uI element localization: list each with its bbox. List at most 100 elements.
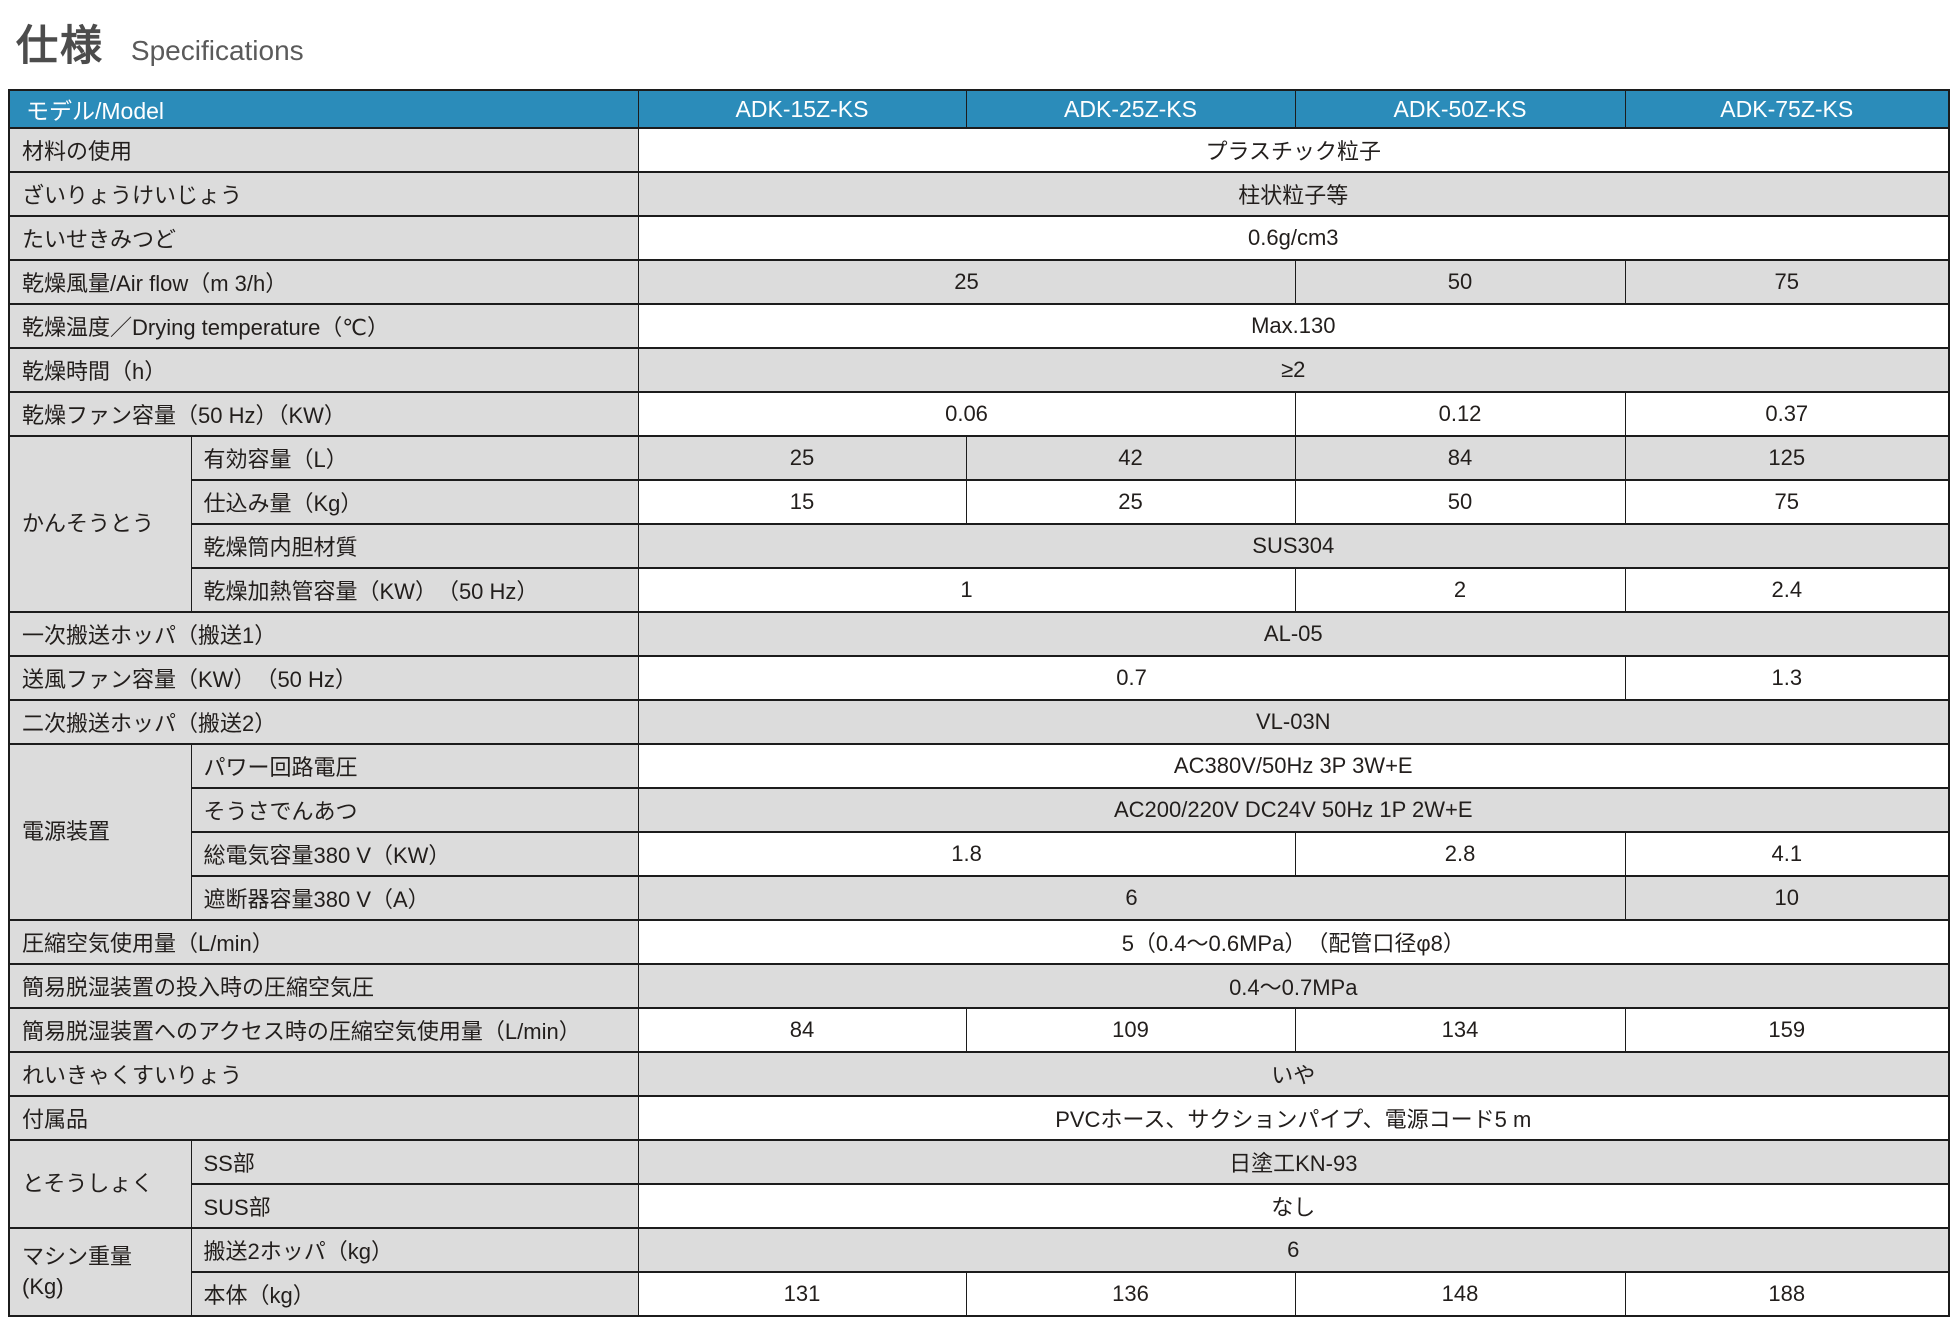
spec-value-cell: 50 bbox=[1294, 259, 1626, 305]
table-row: 乾燥温度／Drying temperature（℃） Max.130 bbox=[8, 303, 1950, 349]
row-label: 付属品 bbox=[8, 1095, 639, 1141]
table-row: 本体（kg） 131 136 148 188 bbox=[9, 1271, 1950, 1317]
table-row: SUS部 なし bbox=[9, 1183, 1950, 1229]
spec-value-cell: 84 bbox=[1294, 435, 1626, 481]
page-title-en: Specifications bbox=[130, 35, 304, 66]
row-label: そうさでんあつ bbox=[190, 787, 639, 833]
table-row: 総電気容量380 V（KW） 1.8 2.8 4.1 bbox=[9, 831, 1950, 877]
spec-value-cell: 0.06 bbox=[637, 391, 1296, 437]
spec-value-cell: 6 bbox=[637, 1227, 1950, 1273]
table-row: 送風ファン容量（KW） （50 Hz） 0.7 1.3 bbox=[8, 655, 1950, 701]
row-label: 仕込み量（Kg） bbox=[190, 479, 639, 525]
table-row: 乾燥ファン容量（50 Hz）（KW） 0.06 0.12 0.37 bbox=[8, 391, 1950, 437]
table-header-row: モデル/Model ADK-15Z-KS ADK-25Z-KS ADK-50Z-… bbox=[8, 89, 1950, 129]
table-row: 材料の使用 プラスチック粒子 bbox=[8, 127, 1950, 173]
table-row: 二次搬送ホッパ（搬送2） VL-03N bbox=[8, 699, 1950, 745]
row-label: 総電気容量380 V（KW） bbox=[190, 831, 639, 877]
table-row: 圧縮空気使用量（L/min） 5（0.4～0.6MPa） （配管口径φ8） bbox=[8, 919, 1950, 965]
row-label: 簡易脱湿装置へのアクセス時の圧縮空気使用量（L/min） bbox=[8, 1007, 639, 1053]
spec-value-cell: VL-03N bbox=[637, 699, 1950, 745]
row-label: 乾燥時間（h） bbox=[8, 347, 639, 393]
row-label: 搬送2ホッパ（kg） bbox=[190, 1227, 639, 1273]
specifications-table: モデル/Model ADK-15Z-KS ADK-25Z-KS ADK-50Z-… bbox=[8, 89, 1951, 1317]
spec-value-cell: 109 bbox=[965, 1007, 1296, 1053]
row-label: れいきゃくすいりょう bbox=[8, 1051, 639, 1097]
table-row: 乾燥風量/Air flow（m 3/h） 25 50 75 bbox=[8, 259, 1950, 305]
table-row: 一次搬送ホッパ（搬送1） AL-05 bbox=[8, 611, 1950, 657]
spec-value-cell: 25 bbox=[637, 259, 1296, 305]
spec-value-cell: ≥2 bbox=[637, 347, 1950, 393]
spec-value-cell: 159 bbox=[1624, 1007, 1950, 1053]
spec-value-cell: 148 bbox=[1294, 1271, 1626, 1317]
table-row: 乾燥筒内胆材質 SUS304 bbox=[9, 523, 1950, 569]
spec-value-cell: 75 bbox=[1624, 259, 1950, 305]
table-row: 簡易脱湿装置の投入時の圧縮空気圧 0.4～0.7MPa bbox=[8, 963, 1950, 1009]
row-label: 乾燥加熱管容量（KW） （50 Hz） bbox=[190, 567, 639, 613]
table-row: ざいりょうけいじょう 柱状粒子等 bbox=[8, 171, 1950, 217]
row-label: 乾燥筒内胆材質 bbox=[190, 523, 639, 569]
spec-value-cell: 10 bbox=[1624, 875, 1950, 921]
header-model-adk-25z-ks: ADK-25Z-KS bbox=[965, 89, 1296, 129]
group-label: かんそうとう bbox=[8, 435, 192, 613]
spec-value-cell: 25 bbox=[637, 435, 967, 481]
spec-value-cell: AL-05 bbox=[637, 611, 1950, 657]
row-label: SS部 bbox=[190, 1139, 639, 1185]
spec-value-cell: 1.8 bbox=[637, 831, 1296, 877]
spec-value-cell: 0.12 bbox=[1294, 391, 1626, 437]
spec-value-cell: SUS304 bbox=[637, 523, 1950, 569]
spec-value-cell: AC200/220V DC24V 50Hz 1P 2W+E bbox=[637, 787, 1950, 833]
spec-value-cell: 4.1 bbox=[1624, 831, 1950, 877]
row-label: SUS部 bbox=[190, 1183, 639, 1229]
table-row: マシン重量 (Kg) 搬送2ホッパ（kg） 6 bbox=[8, 1227, 1950, 1317]
table-row: そうさでんあつ AC200/220V DC24V 50Hz 1P 2W+E bbox=[9, 787, 1950, 833]
table-row: 簡易脱湿装置へのアクセス時の圧縮空気使用量（L/min） 84 109 134 159 bbox=[8, 1007, 1950, 1053]
spec-value-cell: 0.4～0.7MPa bbox=[637, 963, 1950, 1009]
row-label: 送風ファン容量（KW） （50 Hz） bbox=[8, 655, 639, 701]
group-label: 電源装置 bbox=[8, 743, 192, 921]
spec-value-cell: 131 bbox=[637, 1271, 967, 1317]
spec-value-cell: 0.6g/cm3 bbox=[637, 215, 1950, 261]
table-row: 電源装置 パワー回路電圧 AC380V/50Hz 3P 3W+E bbox=[8, 743, 1950, 921]
spec-value-cell: 75 bbox=[1624, 479, 1950, 525]
spec-value-cell: いや bbox=[637, 1051, 1950, 1097]
spec-value-cell: 136 bbox=[965, 1271, 1296, 1317]
table-row: 仕込み量（Kg） 15 25 50 75 bbox=[9, 479, 1950, 525]
table-row: たいせきみつど 0.6g/cm3 bbox=[8, 215, 1950, 261]
row-label: 簡易脱湿装置の投入時の圧縮空気圧 bbox=[8, 963, 639, 1009]
spec-value-cell: 6 bbox=[637, 875, 1626, 921]
table-row: 遮断器容量380 V（A） 6 10 bbox=[9, 875, 1950, 921]
spec-value-cell: 50 bbox=[1294, 479, 1626, 525]
header-model-adk-50z-ks: ADK-50Z-KS bbox=[1294, 89, 1626, 129]
page-title-ja: 仕様 bbox=[16, 22, 105, 69]
row-label: 二次搬送ホッパ（搬送2） bbox=[8, 699, 639, 745]
row-label: ざいりょうけいじょう bbox=[8, 171, 639, 217]
header-model-label: モデル/Model bbox=[8, 89, 639, 129]
row-label: 有効容量（L） bbox=[190, 435, 639, 481]
row-label: パワー回路電圧 bbox=[190, 743, 639, 789]
group-label: とそうしょく bbox=[8, 1139, 192, 1229]
row-label: 乾燥ファン容量（50 Hz）（KW） bbox=[8, 391, 639, 437]
spec-value-cell: 125 bbox=[1624, 435, 1950, 481]
table-row: 乾燥時間（h） ≥2 bbox=[8, 347, 1950, 393]
spec-value-cell: Max.130 bbox=[637, 303, 1950, 349]
row-label: 材料の使用 bbox=[8, 127, 639, 173]
row-label: 乾燥温度／Drying temperature（℃） bbox=[8, 303, 639, 349]
spec-value-cell: 188 bbox=[1624, 1271, 1950, 1317]
table-row: とそうしょく SS部 日塗工KN-93 bbox=[8, 1139, 1950, 1229]
spec-value-cell: 0.7 bbox=[637, 655, 1626, 701]
header-model-adk-75z-ks: ADK-75Z-KS bbox=[1624, 89, 1950, 129]
spec-value-cell: 柱状粒子等 bbox=[637, 171, 1950, 217]
row-label: 遮断器容量380 V（A） bbox=[190, 875, 639, 921]
table-row: れいきゃくすいりょう いや bbox=[8, 1051, 1950, 1097]
spec-value-cell: なし bbox=[637, 1183, 1950, 1229]
spec-value-cell: 1.3 bbox=[1624, 655, 1950, 701]
spec-value-cell: 0.37 bbox=[1624, 391, 1950, 437]
row-label: 圧縮空気使用量（L/min） bbox=[8, 919, 639, 965]
page-title: 仕様 Specifications bbox=[16, 12, 1950, 73]
group-label: マシン重量 (Kg) bbox=[8, 1227, 192, 1317]
spec-value-cell: 2.8 bbox=[1294, 831, 1626, 877]
table-row: 付属品 PVCホース、サクションパイプ、電源コード5 m bbox=[8, 1095, 1950, 1141]
row-label: 乾燥風量/Air flow（m 3/h） bbox=[8, 259, 639, 305]
table-row: かんそうとう 有効容量（L） 25 42 84 125 bbox=[8, 435, 1950, 613]
